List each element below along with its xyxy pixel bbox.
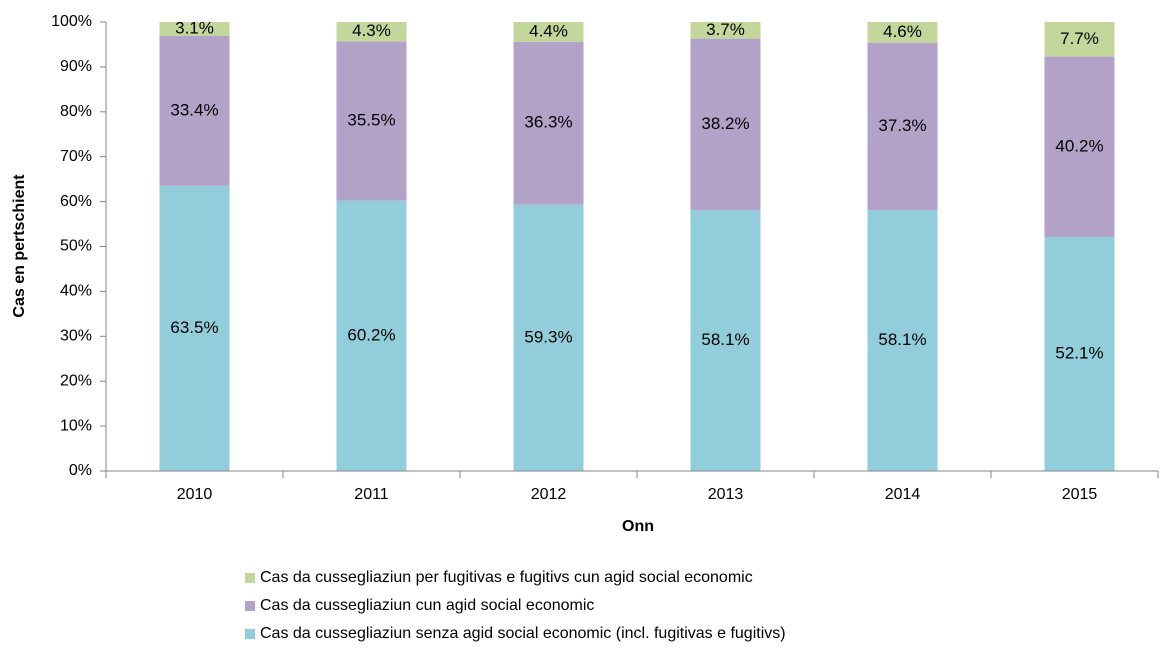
x-tick-label: 2012 (531, 486, 567, 503)
legend-label: Cas da cussegliaziun per fugitivas e fug… (260, 569, 753, 586)
legend-label: Cas da cussegliaziun cun agid social eco… (260, 597, 594, 614)
bar-segment (159, 22, 230, 36)
data-label: 3.1% (175, 18, 214, 37)
bar-segment (867, 210, 938, 472)
y-tick-label: 70% (60, 148, 92, 165)
data-label: 7.7% (1060, 29, 1099, 48)
data-label: 3.7% (706, 20, 745, 39)
bar-segment (867, 22, 938, 43)
legend-swatch (245, 629, 255, 639)
bar-segment (1044, 56, 1115, 238)
x-tick-label: 2013 (708, 486, 744, 503)
y-tick-label: 50% (60, 238, 92, 255)
bar-segment (867, 42, 938, 211)
legend-swatch (245, 601, 255, 611)
x-tick-label: 2014 (885, 486, 921, 503)
data-label: 4.4% (529, 21, 568, 40)
data-label: 63.5% (170, 318, 218, 337)
y-tick-label: 90% (60, 58, 92, 75)
data-label: 4.6% (883, 22, 922, 41)
y-axis-title: Cas en pertschient (11, 174, 28, 318)
bar-segment (1044, 22, 1115, 57)
bar-segment (513, 41, 584, 205)
bar-segment (690, 22, 761, 39)
data-label: 40.2% (1055, 136, 1103, 155)
data-label: 37.3% (878, 116, 926, 135)
data-label: 58.1% (878, 330, 926, 349)
data-label: 33.4% (170, 100, 218, 119)
x-tick-label: 2010 (177, 486, 213, 503)
bar-segment (1044, 237, 1115, 471)
y-tick-label: 30% (60, 328, 92, 345)
bar-segment (690, 210, 761, 472)
data-label: 58.1% (701, 330, 749, 349)
bar-segment (513, 204, 584, 472)
y-tick-label: 10% (60, 417, 92, 434)
bar-segment (159, 35, 230, 186)
x-tick-label: 2011 (354, 486, 389, 503)
data-label: 59.3% (524, 327, 572, 346)
y-tick-label: 100% (51, 13, 92, 30)
data-label: 4.3% (352, 21, 391, 40)
data-label: 35.5% (347, 110, 395, 129)
y-tick-label: 40% (60, 283, 92, 300)
y-tick-label: 20% (60, 372, 92, 389)
x-axis-title: Onn (622, 518, 654, 535)
data-label: 52.1% (1055, 344, 1103, 363)
y-tick-label: 60% (60, 193, 92, 210)
y-tick-label: 0% (69, 462, 92, 479)
bar-segment (336, 22, 407, 42)
x-tick-label: 2015 (1062, 486, 1098, 503)
data-label: 36.3% (524, 113, 572, 132)
legend-label: Cas da cussegliaziun senza agid social e… (260, 625, 786, 642)
bar-segment (690, 38, 761, 211)
data-label: 60.2% (347, 325, 395, 344)
bar-segment (513, 22, 584, 42)
data-label: 38.2% (701, 114, 749, 133)
bar-segment (159, 185, 230, 471)
bar-segment (336, 200, 407, 471)
legend-swatch (245, 573, 255, 583)
y-tick-label: 80% (60, 103, 92, 120)
bar-segment (336, 41, 407, 201)
